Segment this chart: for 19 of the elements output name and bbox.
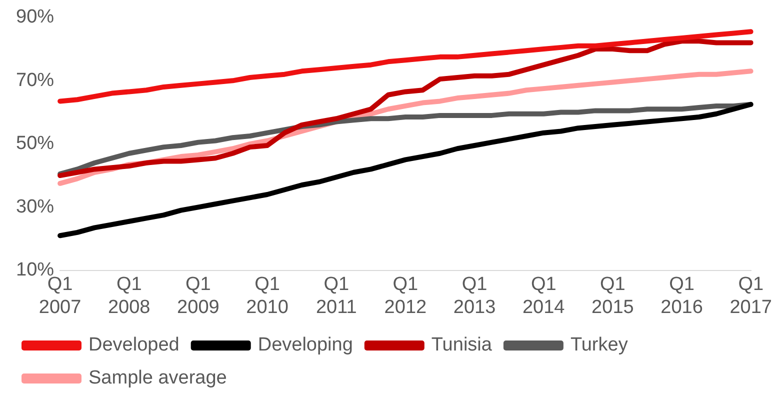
- x-tick-label: Q1 2010: [246, 274, 288, 318]
- x-tick-label: Q1 2014: [522, 274, 566, 318]
- x-tick-label: Q1 2015: [592, 274, 634, 318]
- x-tick-label: Q1 2009: [177, 274, 220, 318]
- legend-label: Developing: [258, 334, 353, 356]
- x-tick-label: Q1 2008: [108, 274, 150, 318]
- x-tick-label: Q1 2016: [660, 274, 703, 318]
- x-tick-label: Q1 2012: [384, 274, 427, 318]
- legend-label: Turkey: [570, 334, 628, 356]
- y-tick-label: 90%: [16, 6, 54, 28]
- legend-label: Sample average: [88, 368, 227, 389]
- x-tick-label: Q1 2011: [316, 274, 357, 318]
- x-tick-label: Q1 2013: [453, 274, 496, 318]
- legend-label: Developed: [88, 334, 180, 356]
- y-tick-label: 70%: [16, 70, 54, 91]
- y-tick-label: 30%: [16, 196, 54, 218]
- y-tick-label: 50%: [16, 133, 54, 154]
- legend-label: Tunisia: [431, 334, 492, 356]
- x-tick-label: Q1 2017: [730, 274, 772, 318]
